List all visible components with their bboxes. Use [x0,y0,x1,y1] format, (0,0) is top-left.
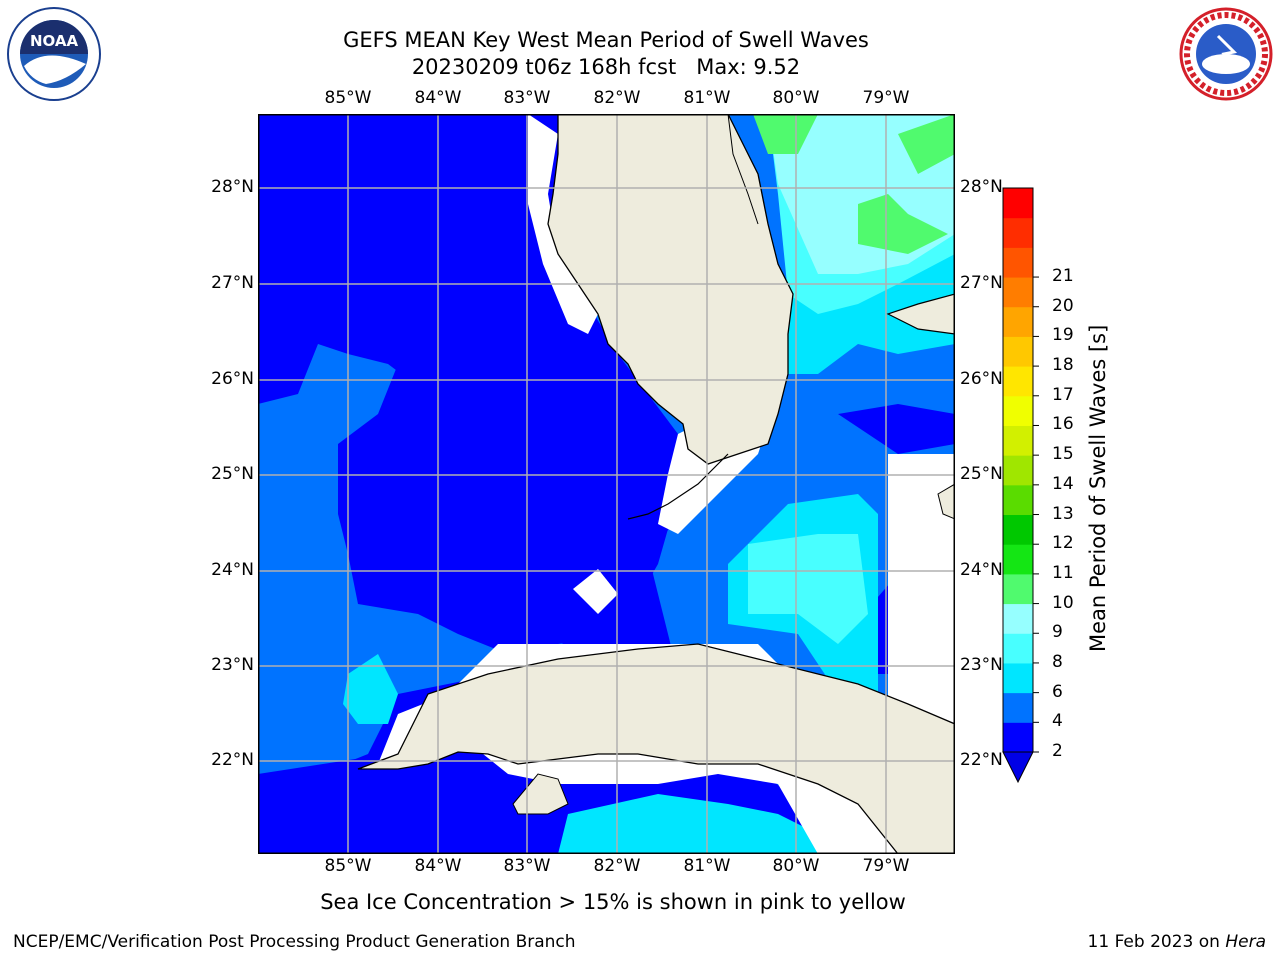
colorbar [1002,187,1039,784]
colorbar-label: 8 [1052,651,1063,672]
colorbar-segment [1003,247,1033,278]
colorbar-segment [1003,514,1033,545]
lon-label-top-79w: 79°W [862,88,910,108]
footer-date-text: 11 Feb 2023 on [1087,932,1226,952]
lon-label-bottom-83w: 83°W [503,856,551,876]
lat-label-right-24n: 24°N [960,560,1003,580]
colorbar-segment [1003,188,1033,219]
footer-date: 11 Feb 2023 on Hera [1088,932,1266,952]
ocean-9-10s-area [753,114,955,254]
lat-label-right-28n: 28°N [960,177,1003,197]
lat-label-left-25n: 25°N [211,464,254,484]
lat-label-right-25n: 25°N [960,464,1003,484]
colorbar-segment [1003,306,1033,337]
lat-label-right-23n: 23°N [960,655,1003,675]
colorbar-label: 14 [1052,473,1074,494]
colorbar-frame [1002,187,1034,753]
chart-title: GEFS MEAN Key West Mean Period of Swell … [343,28,869,52]
colorbar-segment [1003,395,1033,426]
lon-label-bottom-80w: 80°W [772,856,820,876]
lon-label-top-81w: 81°W [683,88,731,108]
lon-label-bottom-82w: 82°W [593,856,641,876]
lon-label-bottom-85w: 85°W [324,856,372,876]
lon-label-bottom-79w: 79°W [862,856,910,876]
lat-label-left-24n: 24°N [211,560,254,580]
colorbar-label: 2 [1052,741,1063,761]
lat-label-right-26n: 26°N [960,369,1003,389]
lat-label-left-26n: 26°N [211,369,254,389]
colorbar-segment [1003,277,1033,308]
florida-landmass [547,114,794,465]
swell-period-map [258,114,955,854]
noaa-logo: NOAA [7,7,101,101]
map-gridlines [258,114,955,854]
colorbar-segment [1003,455,1033,486]
colorbar-label: 15 [1052,444,1074,465]
lat-label-left-23n: 23°N [211,655,254,675]
footer-host: Hera [1225,932,1266,952]
colorbar-label: 16 [1052,414,1074,435]
lon-label-top-84w: 84°W [414,88,462,108]
colorbar-segment [1003,366,1033,397]
nws-logo [1179,7,1273,101]
colorbar-segment [1003,484,1033,516]
colorbar-segment [1003,425,1033,456]
lon-label-top-80w: 80°W [772,88,820,108]
colorbar-label: 6 [1052,681,1063,702]
lat-label-right-22n: 22°N [960,750,1003,770]
colorbar-segment [1003,692,1033,723]
colorbar-label: 17 [1052,384,1074,405]
colorbar-label: 20 [1052,295,1074,316]
chart-subtitle: 20230209 t06z 168h fcst Max: 9.52 [411,55,801,79]
colorbar-segment [1003,722,1033,753]
lat-label-left-27n: 27°N [211,273,254,293]
colorbar-segment [1003,603,1033,634]
colorbar-extend-triangle [1002,751,1034,784]
lon-label-bottom-81w: 81°W [683,856,731,876]
lon-label-top-83w: 83°W [503,88,551,108]
sea-ice-note: Sea Ice Concentration > 15% is shown in … [320,890,906,914]
map-frame [258,114,955,854]
colorbar-segment [1003,544,1033,575]
cuba-landmass [357,643,955,854]
svg-text:NOAA: NOAA [30,32,79,50]
lat-label-left-22n: 22°N [211,750,254,770]
colorbar-label: 12 [1052,533,1074,554]
colorbar-label: 19 [1052,325,1074,346]
colorbar-segment [1003,573,1033,605]
lon-label-top-85w: 85°W [324,88,372,108]
colorbar-segment [1003,633,1033,664]
colorbar-label: 21 [1052,266,1074,287]
colorbar-segment [1003,217,1033,248]
lat-label-right-27n: 27°N [960,273,1003,293]
colorbar-label: 10 [1052,592,1074,613]
colorbar-label: 9 [1052,622,1063,643]
lon-label-bottom-84w: 84°W [414,856,462,876]
colorbar-label: 18 [1052,355,1074,376]
colorbar-label: 11 [1052,562,1074,583]
bahamas-islands [886,293,955,335]
no-data-area [528,114,598,334]
colorbar-segment [1003,662,1033,694]
colorbar-label: 4 [1052,711,1063,732]
lon-label-top-82w: 82°W [593,88,641,108]
colorbar-segment [1003,336,1033,367]
colorbar-title: Mean Period of Swell Waves [s] [1086,324,1110,652]
footer-branch: NCEP/EMC/Verification Post Processing Pr… [13,932,576,952]
lat-label-left-28n: 28°N [211,177,254,197]
colorbar-label: 13 [1052,503,1074,524]
